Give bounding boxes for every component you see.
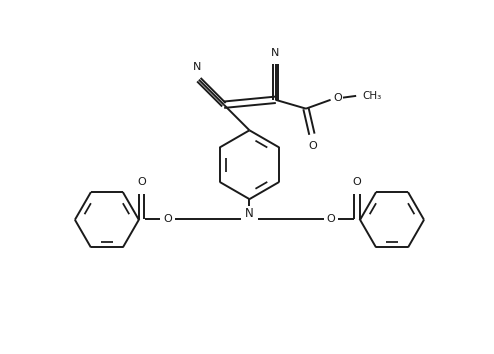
Text: CH₃: CH₃ [362,91,381,101]
Text: O: O [137,177,146,187]
Text: O: O [333,93,342,103]
Text: N: N [193,62,201,72]
Text: O: O [327,214,335,224]
Text: O: O [353,177,362,187]
Text: O: O [164,214,172,224]
Text: O: O [308,141,317,151]
Text: N: N [245,207,254,221]
Text: N: N [271,47,280,57]
